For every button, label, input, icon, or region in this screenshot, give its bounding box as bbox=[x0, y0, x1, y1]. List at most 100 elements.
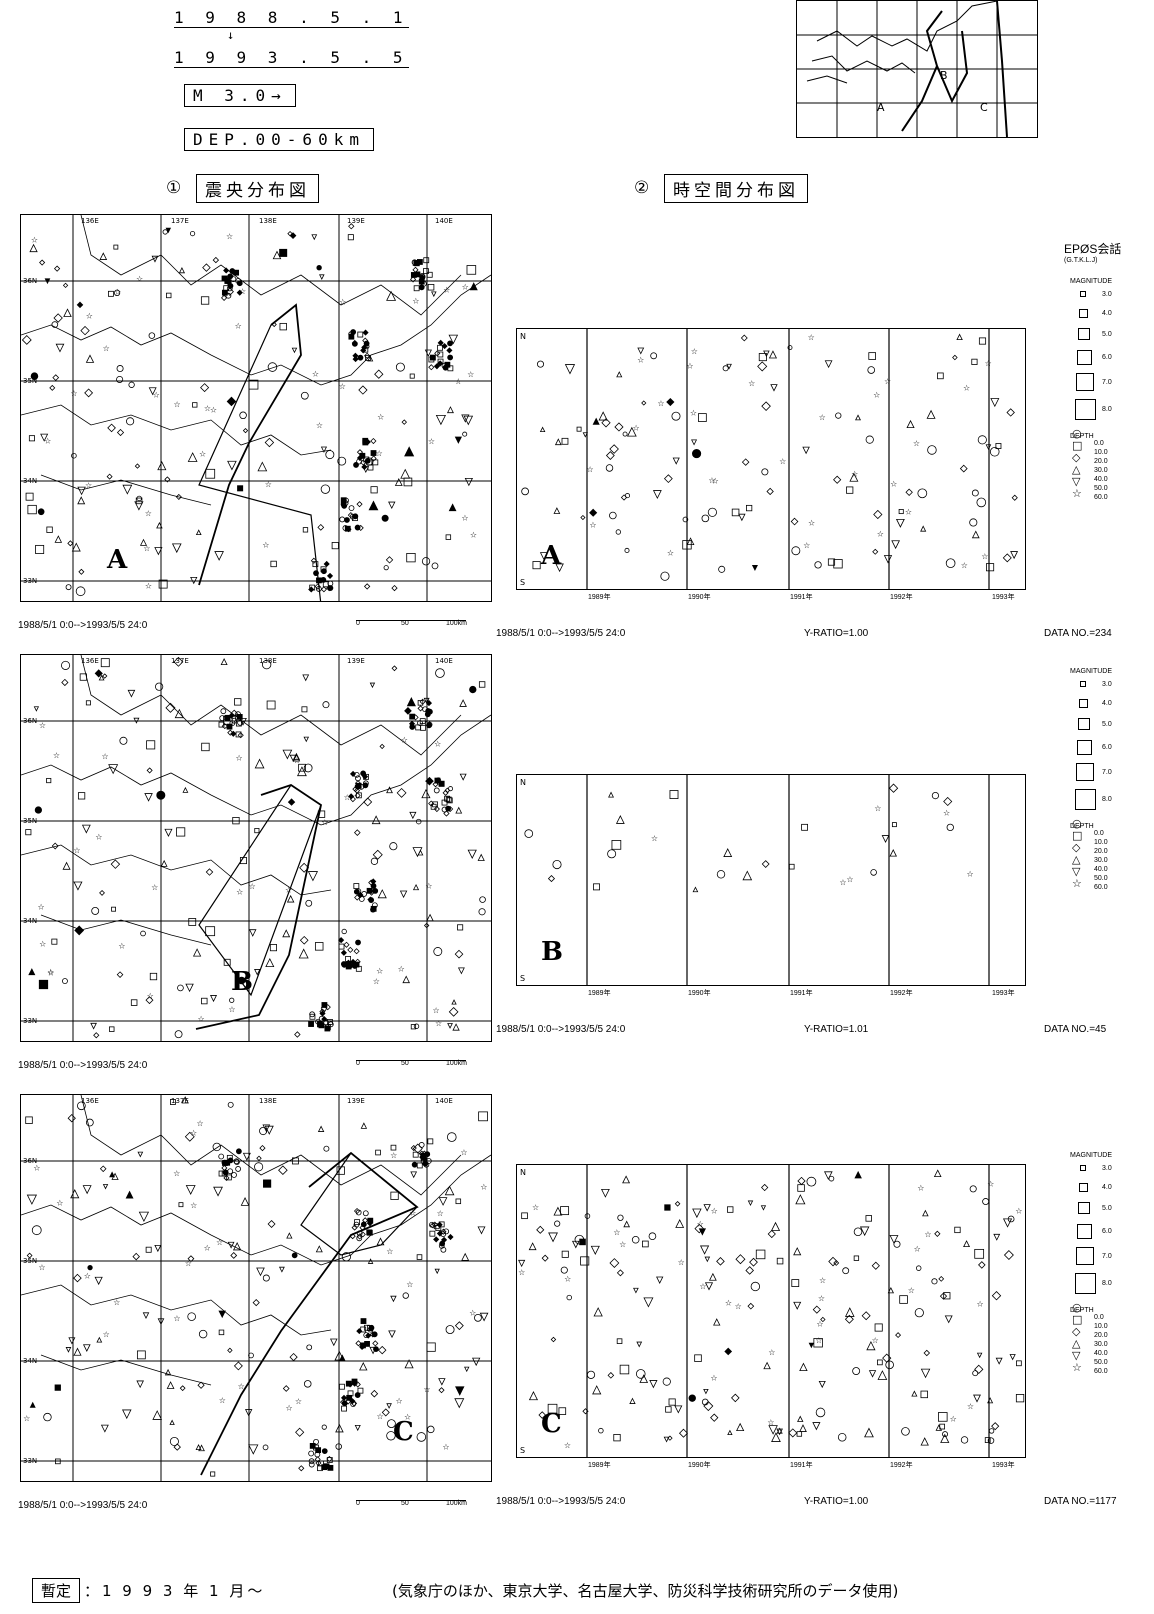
legend: MAGNITUDE 3.0 4.0 5.0 6.0 7.0 8.0 DEPTH 0.0 10.0 2… bbox=[1070, 278, 1152, 503]
spacetime-num: ② bbox=[634, 178, 654, 198]
lon-label: 140E bbox=[435, 1097, 453, 1105]
spacetime-caption: 1988/5/1 0:0-->1993/5/5 24:0 bbox=[496, 1496, 626, 1507]
magnitude-square-icon bbox=[1077, 349, 1092, 365]
magnitude-square-icon bbox=[1078, 328, 1090, 340]
svg-text:☆: ☆ bbox=[1015, 1206, 1022, 1215]
svg-text:☆: ☆ bbox=[136, 274, 143, 283]
year-label: 1993年 bbox=[992, 1462, 1015, 1469]
magnitude-value: 6.0 bbox=[1102, 1227, 1112, 1235]
svg-text:☆: ☆ bbox=[432, 1006, 439, 1015]
year-label: 1990年 bbox=[688, 990, 711, 997]
svg-text:☆: ☆ bbox=[47, 969, 54, 978]
lat-label: 34N bbox=[23, 917, 37, 925]
svg-text:☆: ☆ bbox=[678, 1258, 685, 1267]
data-count: DATA NO.=234 bbox=[1044, 628, 1112, 639]
region-letter: A bbox=[107, 545, 128, 575]
svg-text:☆: ☆ bbox=[173, 1169, 180, 1178]
svg-text:☆: ☆ bbox=[53, 751, 60, 760]
lon-label: 138E bbox=[259, 657, 277, 665]
scale-label: 100km bbox=[446, 1500, 468, 1507]
svg-text:☆: ☆ bbox=[118, 941, 125, 950]
spacetime-plot-a: ☆ ☆ ☆ ☆ ☆ ☆ ☆ ☆ ☆ ☆ ☆ ☆ ☆ ☆ ☆ ☆ ☆ ☆ ☆ ☆ ☆ ☆ ☆ ☆ ☆ ☆ ☆ ☆ N S A bbox=[516, 328, 1026, 590]
svg-text:☆: ☆ bbox=[637, 355, 644, 364]
lat-label: 36N bbox=[23, 277, 37, 285]
magnitude-square-icon bbox=[1078, 1202, 1090, 1214]
svg-text:☆: ☆ bbox=[85, 481, 92, 490]
scale-label: 0 bbox=[356, 620, 360, 627]
magnitude-value: 5.0 bbox=[1102, 720, 1112, 728]
magnitude-value: 5.0 bbox=[1102, 330, 1112, 338]
svg-text:☆: ☆ bbox=[226, 232, 233, 241]
year-label: 1991年 bbox=[790, 594, 813, 601]
lat-label: 36N bbox=[23, 717, 37, 725]
depth-value: 0.0 bbox=[1094, 440, 1104, 447]
legend-magnitude-row: 4.0 bbox=[1070, 303, 1152, 323]
svg-text:☆: ☆ bbox=[690, 408, 697, 417]
svg-text:☆: ☆ bbox=[321, 818, 328, 827]
legend-magnitude-row: 3.0 bbox=[1070, 675, 1152, 693]
svg-text:☆: ☆ bbox=[564, 1441, 571, 1450]
legend-magnitude-row: 8.0 bbox=[1070, 785, 1152, 813]
scale-label: 50 bbox=[401, 620, 409, 627]
svg-text:☆: ☆ bbox=[532, 1203, 539, 1212]
legend-depth-label: DEPTH bbox=[1070, 1307, 1094, 1314]
svg-text:☆: ☆ bbox=[145, 509, 152, 518]
lon-label: 139E bbox=[347, 657, 365, 665]
svg-text:☆: ☆ bbox=[872, 1336, 879, 1345]
svg-text:☆: ☆ bbox=[877, 530, 884, 539]
spacetime-plot-c: ☆ ☆ ☆ ☆ ☆ ☆ ☆ ☆ ☆ ☆ ☆ ☆ ☆ ☆ ☆ ☆ ☆ ☆ ☆ ☆ ☆ ☆ ☆ ☆ ☆ ☆ ☆ ☆ ☆ N S C bbox=[516, 1164, 1026, 1458]
lon-label: 140E bbox=[435, 217, 453, 225]
svg-text:☆: ☆ bbox=[434, 740, 441, 749]
svg-text:☆: ☆ bbox=[44, 437, 51, 446]
depth-value: 40.0 bbox=[1094, 476, 1108, 483]
legend-magnitude-label: MAGNITUDE bbox=[1070, 668, 1112, 675]
legend-magnitude-row: 6.0 bbox=[1070, 345, 1152, 369]
svg-text:☆: ☆ bbox=[236, 887, 243, 896]
scale-bar: 0 50 100km bbox=[356, 1486, 467, 1507]
magnitude-square-icon bbox=[1076, 1247, 1094, 1265]
svg-text:☆: ☆ bbox=[238, 1382, 245, 1391]
magnitude-square-icon bbox=[1079, 698, 1088, 708]
svg-text:☆: ☆ bbox=[406, 1280, 413, 1289]
svg-text:☆: ☆ bbox=[437, 1209, 444, 1218]
epicenter-map-a: ☆ ☆ ☆ ☆ ☆ ☆ ☆ ☆ ☆ ☆ ☆ ☆ ☆ ☆ ☆ ☆ ☆ ☆ ☆ ☆ ☆ ☆ ☆ ☆ ☆ ☆ ☆ ☆ ☆ ☆ ☆ ☆ ☆ ☆ ☆ 136E 1… bbox=[20, 214, 492, 602]
depth-symbol-icons: ○ □ ◇ △ ▽ ☆ bbox=[1072, 427, 1083, 500]
svg-text:☆: ☆ bbox=[395, 1397, 402, 1406]
svg-text:☆: ☆ bbox=[56, 1198, 63, 1207]
svg-text:☆: ☆ bbox=[316, 421, 323, 430]
spacetime-caption: 1988/5/1 0:0-->1993/5/5 24:0 bbox=[496, 628, 626, 639]
svg-text:☆: ☆ bbox=[38, 1263, 45, 1272]
svg-text:☆: ☆ bbox=[619, 1240, 626, 1249]
south-label: S bbox=[520, 578, 525, 587]
svg-text:☆: ☆ bbox=[95, 833, 102, 842]
svg-text:☆: ☆ bbox=[651, 834, 658, 843]
depth-symbol-icons: ○ □ ◇ △ ▽ ☆ bbox=[1072, 817, 1083, 890]
magnitude-square-icon bbox=[1077, 1223, 1092, 1239]
y-ratio: Y-RATIO=1.00 bbox=[804, 1496, 869, 1507]
footer-credit: (気象庁のほか、東京大学、名古屋大学、防災科学技術研究所のデータ使用) bbox=[392, 1582, 899, 1600]
svg-text:☆: ☆ bbox=[613, 1228, 620, 1237]
lon-label: 136E bbox=[81, 217, 99, 225]
svg-text:☆: ☆ bbox=[102, 752, 109, 761]
scale-label: 0 bbox=[356, 1500, 360, 1507]
svg-text:☆: ☆ bbox=[985, 359, 992, 368]
svg-text:☆: ☆ bbox=[84, 1271, 91, 1280]
svg-text:☆: ☆ bbox=[143, 544, 150, 553]
magnitude-square-icon bbox=[1076, 373, 1094, 391]
svg-text:☆: ☆ bbox=[913, 439, 920, 448]
svg-text:☆: ☆ bbox=[33, 1163, 40, 1172]
svg-text:☆: ☆ bbox=[803, 541, 810, 550]
epicenter-title: 震央分布図 bbox=[196, 174, 319, 203]
svg-text:☆: ☆ bbox=[38, 902, 45, 911]
depth-value: 40.0 bbox=[1094, 1350, 1108, 1357]
map-caption: 1988/5/1 0:0-->1993/5/5 24:0 bbox=[18, 1060, 148, 1071]
magnitude-square-icon bbox=[1079, 1182, 1088, 1192]
depth-value: 50.0 bbox=[1094, 485, 1108, 492]
year-label: 1989年 bbox=[588, 1462, 611, 1469]
lat-label: 34N bbox=[23, 477, 37, 485]
legend-magnitude-row: 8.0 bbox=[1070, 1269, 1152, 1297]
svg-text:☆: ☆ bbox=[518, 1268, 525, 1277]
lat-label: 35N bbox=[23, 817, 37, 825]
region-letter: B bbox=[231, 967, 253, 997]
svg-text:☆: ☆ bbox=[818, 1294, 825, 1303]
